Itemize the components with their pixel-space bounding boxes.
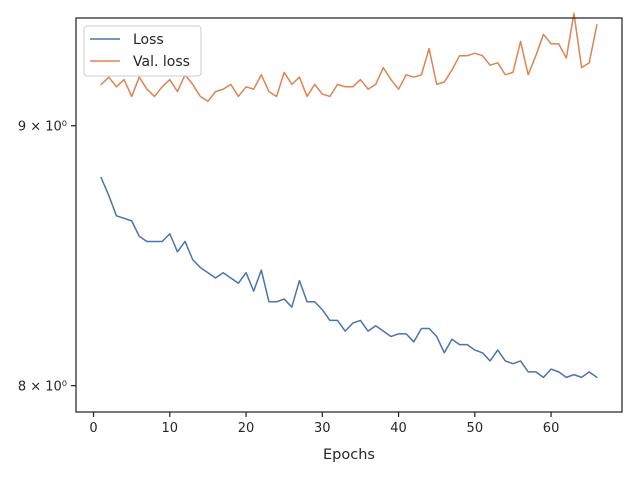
axes-frame (75, 17, 623, 413)
x-tick-label: 60 (543, 421, 560, 436)
x-axis-label: Epochs (323, 447, 375, 463)
legend-label: Loss (133, 32, 164, 48)
plot-background (76, 18, 622, 412)
x-tick-label: 0 (89, 421, 97, 436)
plot-area (76, 18, 622, 412)
x-tick-label: 40 (390, 421, 407, 436)
series-line-val-loss (100, 12, 598, 103)
legend-label: Val. loss (133, 54, 190, 70)
y-tick-label: 8 × 10⁰ (18, 380, 67, 395)
y-tick-label: 9 × 10⁰ (18, 120, 67, 135)
axes: 0 10 20 30 40 50 60 8 × 10⁰ 9 × 10⁰ (18, 17, 623, 436)
x-tick-label: 10 (162, 421, 179, 436)
x-tick-label: 50 (467, 421, 484, 436)
series-layer (100, 12, 598, 379)
series-line-loss (100, 176, 598, 379)
legend: Loss Val. loss (83, 25, 202, 77)
x-tick-label: 30 (314, 421, 331, 436)
x-tick-label: 20 (238, 421, 255, 436)
